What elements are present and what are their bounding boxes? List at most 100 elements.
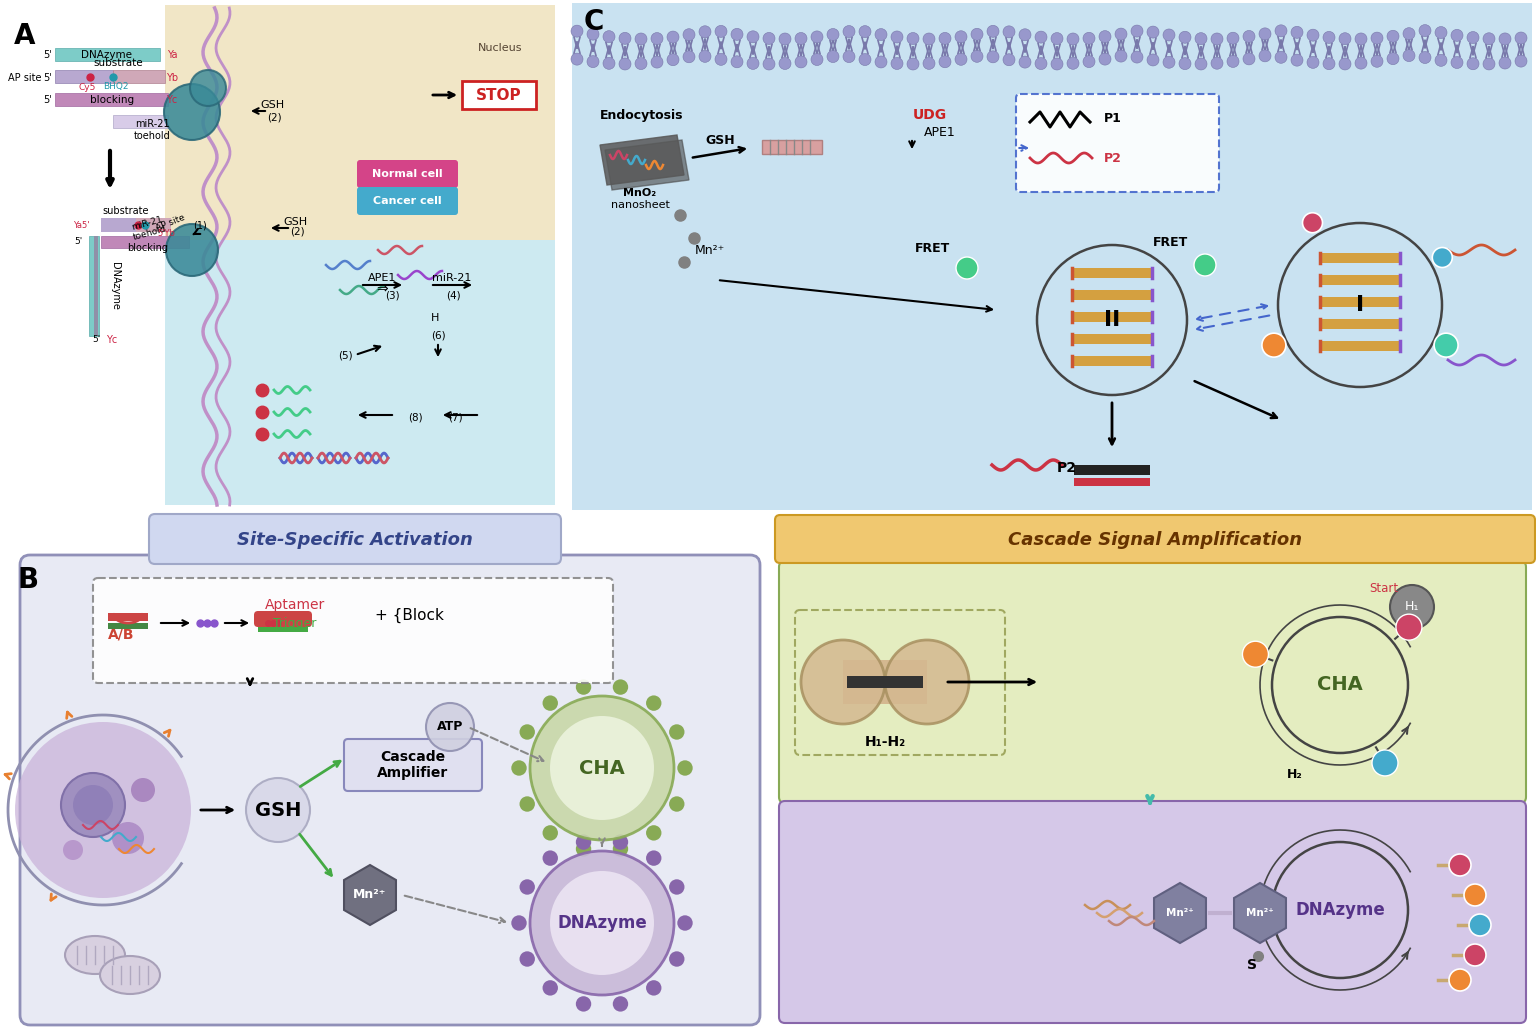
Text: Cy5: Cy5 xyxy=(78,83,95,92)
Circle shape xyxy=(164,84,220,140)
Circle shape xyxy=(1464,884,1485,906)
Circle shape xyxy=(1051,58,1063,70)
Circle shape xyxy=(826,29,839,40)
Circle shape xyxy=(604,58,614,69)
Bar xyxy=(1072,356,1152,366)
Text: Yc: Yc xyxy=(106,335,118,345)
Circle shape xyxy=(1147,54,1160,66)
Text: nanosheet: nanosheet xyxy=(611,200,670,209)
Circle shape xyxy=(1290,26,1303,38)
Circle shape xyxy=(1372,750,1398,776)
Circle shape xyxy=(647,826,662,841)
Circle shape xyxy=(1210,57,1223,69)
Text: Yc: Yc xyxy=(166,95,178,105)
FancyBboxPatch shape xyxy=(20,555,760,1025)
Circle shape xyxy=(906,32,919,44)
Circle shape xyxy=(1435,55,1447,66)
Circle shape xyxy=(63,840,83,860)
Circle shape xyxy=(1130,51,1143,63)
Circle shape xyxy=(1051,33,1063,44)
Circle shape xyxy=(634,58,647,69)
Circle shape xyxy=(796,56,806,68)
Bar xyxy=(1319,275,1399,285)
Text: Ya5': Ya5' xyxy=(72,221,89,229)
Circle shape xyxy=(1275,25,1287,37)
Text: APE1: APE1 xyxy=(367,273,396,283)
Text: CHA: CHA xyxy=(579,759,625,777)
Text: ATP: ATP xyxy=(436,720,464,734)
Circle shape xyxy=(1467,58,1479,70)
Circle shape xyxy=(1355,33,1367,45)
Circle shape xyxy=(1147,26,1160,38)
Text: H₁: H₁ xyxy=(1405,601,1419,613)
Text: H₂: H₂ xyxy=(1287,769,1303,781)
Circle shape xyxy=(1482,58,1495,70)
FancyBboxPatch shape xyxy=(356,187,458,215)
Bar xyxy=(89,236,98,336)
Circle shape xyxy=(1018,56,1031,68)
Bar xyxy=(114,70,164,83)
Text: 5': 5' xyxy=(43,95,52,105)
Text: CHA: CHA xyxy=(1318,676,1362,695)
Circle shape xyxy=(530,851,674,995)
Circle shape xyxy=(542,826,558,841)
Text: (6): (6) xyxy=(430,330,445,340)
Circle shape xyxy=(1432,248,1452,267)
Circle shape xyxy=(1419,25,1432,36)
Bar xyxy=(55,70,114,83)
Bar xyxy=(571,3,1531,510)
Circle shape xyxy=(613,996,628,1011)
FancyBboxPatch shape xyxy=(462,80,536,109)
Circle shape xyxy=(1499,57,1511,69)
Text: B: B xyxy=(18,566,38,594)
Text: + {Block: + {Block xyxy=(375,608,444,622)
Circle shape xyxy=(1260,50,1270,62)
Text: Mn²⁺: Mn²⁺ xyxy=(1166,908,1193,918)
Circle shape xyxy=(800,640,885,724)
Circle shape xyxy=(811,31,823,43)
Bar xyxy=(1072,334,1152,344)
Circle shape xyxy=(1468,914,1491,936)
Circle shape xyxy=(576,679,591,695)
Circle shape xyxy=(1035,58,1048,69)
FancyBboxPatch shape xyxy=(779,801,1525,1023)
Bar xyxy=(846,676,923,688)
Circle shape xyxy=(1435,333,1458,357)
Circle shape xyxy=(15,722,190,898)
Circle shape xyxy=(604,31,614,42)
Text: (4): (4) xyxy=(445,290,461,300)
Text: 5': 5' xyxy=(43,50,52,60)
Circle shape xyxy=(530,696,674,840)
Text: S: S xyxy=(1247,958,1256,972)
Text: GSH: GSH xyxy=(283,217,307,227)
Circle shape xyxy=(1243,30,1255,42)
Bar xyxy=(1319,341,1399,351)
Text: DNAzyme: DNAzyme xyxy=(1295,901,1385,920)
Circle shape xyxy=(1322,58,1335,70)
FancyBboxPatch shape xyxy=(779,561,1525,803)
Circle shape xyxy=(859,26,871,37)
Text: GSH: GSH xyxy=(705,133,734,147)
Circle shape xyxy=(647,696,662,711)
Circle shape xyxy=(988,51,998,63)
Text: substrate: substrate xyxy=(94,58,143,68)
Circle shape xyxy=(1372,56,1382,67)
Text: 5'Yb: 5'Yb xyxy=(157,229,175,238)
Text: DNAzyme: DNAzyme xyxy=(558,914,647,932)
Polygon shape xyxy=(601,135,684,185)
Circle shape xyxy=(550,871,654,975)
FancyBboxPatch shape xyxy=(253,611,312,627)
Circle shape xyxy=(1275,52,1287,63)
Circle shape xyxy=(1003,54,1015,66)
Text: Mn²⁺: Mn²⁺ xyxy=(694,244,725,257)
Circle shape xyxy=(587,28,599,40)
Circle shape xyxy=(843,51,856,63)
Bar xyxy=(762,140,822,154)
Circle shape xyxy=(1303,213,1322,233)
Text: GSH: GSH xyxy=(260,100,284,110)
Circle shape xyxy=(613,841,628,857)
Circle shape xyxy=(667,54,679,66)
Circle shape xyxy=(1210,33,1223,45)
Circle shape xyxy=(1322,31,1335,43)
Text: AP site: AP site xyxy=(154,213,186,233)
